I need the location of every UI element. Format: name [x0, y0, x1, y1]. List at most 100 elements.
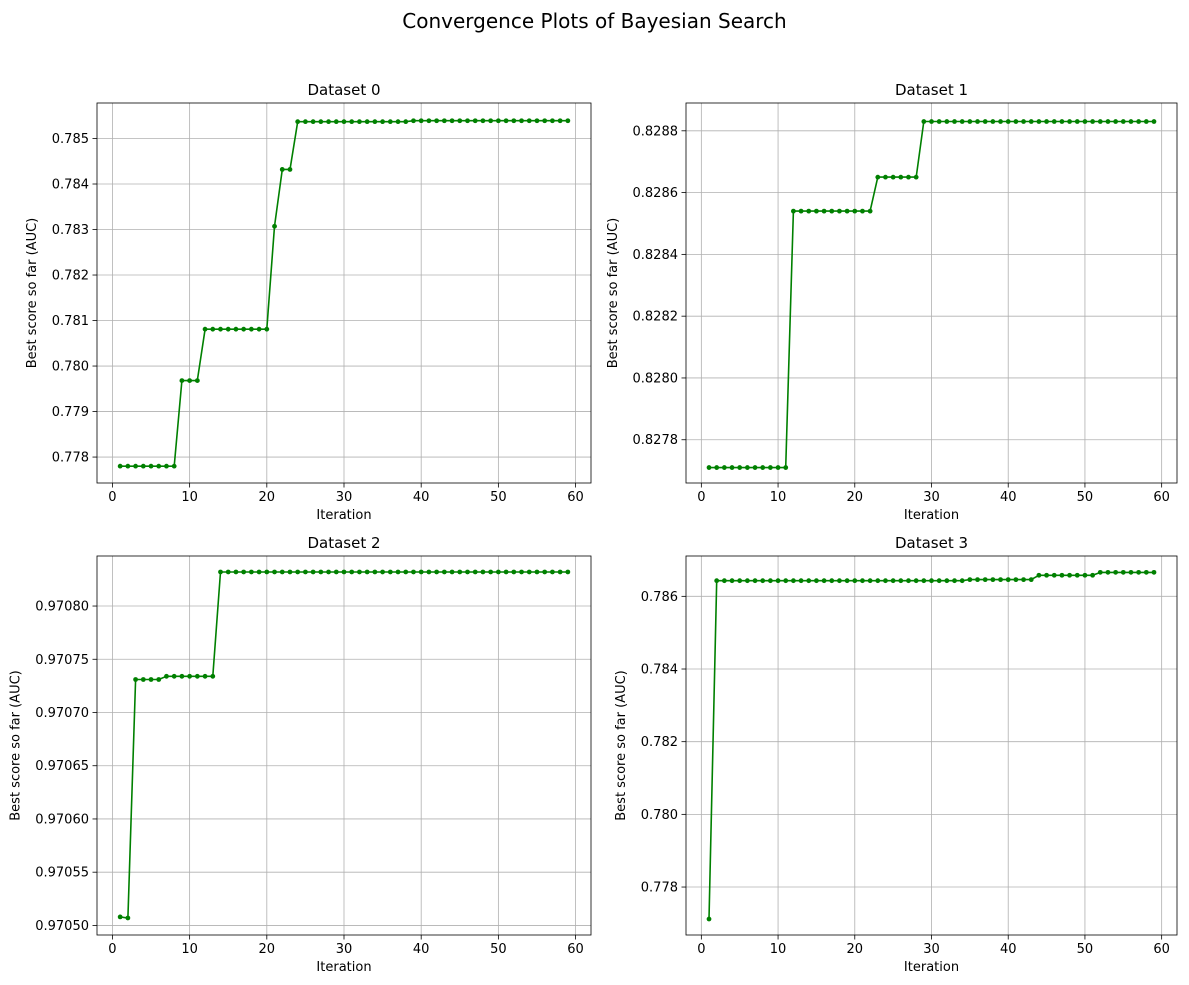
data-point [1113, 119, 1119, 124]
data-point [1143, 569, 1149, 575]
data-point [1036, 119, 1042, 124]
x-tick-label: 60 [567, 942, 584, 957]
chart-panel-2: 0 10 20 30 40 50 60 0.97050 0.97055 0.97060 0.9706… [9, 534, 592, 975]
panel-title: Dataset 2 [307, 534, 380, 552]
data-point [341, 569, 347, 575]
data-point [550, 569, 555, 575]
data-point [156, 463, 162, 469]
data-point [156, 677, 162, 682]
data-point [1059, 572, 1065, 578]
data-point [975, 577, 980, 583]
data-point [1136, 119, 1142, 124]
x-tick-label: 10 [181, 490, 198, 505]
data-point [898, 578, 904, 584]
data-point [480, 569, 486, 575]
data-point [233, 569, 239, 575]
data-point [511, 118, 517, 124]
data-point [844, 208, 850, 214]
data-point [248, 569, 254, 575]
x-tick-label: 30 [923, 490, 940, 505]
y-tick-label: 0.786 [641, 590, 678, 605]
data-point [837, 578, 842, 584]
data-point [495, 569, 501, 575]
x-tick-label: 20 [259, 490, 276, 505]
data-point [798, 578, 804, 584]
data-point [706, 916, 712, 922]
data-point [1097, 119, 1103, 124]
data-point [867, 208, 873, 214]
data-point [287, 167, 293, 172]
data-point [303, 119, 308, 125]
data-point [990, 119, 996, 124]
data-point [837, 208, 842, 214]
data-point [1021, 119, 1026, 124]
data-point [706, 465, 712, 470]
data-point [1151, 569, 1157, 575]
data-point [860, 578, 865, 584]
data-point [1005, 577, 1011, 583]
data-point [488, 569, 494, 575]
y-tick-label: 0.8282 [633, 310, 679, 325]
data-point [752, 465, 758, 470]
data-point [1074, 119, 1080, 124]
data-point [241, 326, 247, 332]
data-point [721, 578, 727, 584]
data-point [333, 119, 339, 125]
y-tick-label: 0.778 [641, 881, 678, 896]
y-tick-label: 0.97060 [35, 812, 89, 827]
data-point [187, 378, 193, 384]
data-point [488, 118, 494, 124]
data-point [256, 326, 262, 332]
data-point [998, 119, 1003, 124]
x-tick-label: 0 [108, 942, 116, 957]
data-point [1044, 572, 1049, 578]
data-point [921, 119, 927, 124]
data-point [403, 119, 409, 125]
data-point [1013, 577, 1019, 583]
data-point [140, 463, 146, 469]
data-point [349, 569, 355, 575]
y-tick-label: 0.779 [52, 405, 89, 420]
data-point [117, 463, 123, 469]
data-point [117, 914, 123, 920]
x-tick-label: 20 [847, 942, 864, 957]
data-point [457, 118, 463, 124]
y-tick-label: 0.780 [52, 360, 89, 375]
y-tick-label: 0.784 [52, 178, 89, 193]
y-tick-label: 0.97080 [35, 600, 89, 615]
data-point [465, 569, 470, 575]
x-tick-label: 30 [336, 942, 353, 957]
data-point [929, 578, 934, 584]
data-point [1028, 119, 1034, 124]
data-point [310, 119, 316, 125]
data-point [218, 326, 223, 332]
y-tick-label: 0.8280 [633, 371, 679, 386]
x-tick-label: 30 [923, 942, 940, 957]
data-point [233, 326, 239, 332]
data-point [372, 569, 378, 575]
data-point [333, 569, 339, 575]
data-point [821, 208, 827, 214]
data-point [1028, 577, 1034, 583]
data-point [326, 569, 331, 575]
data-point [403, 569, 409, 575]
x-axis-label: Iteration [316, 960, 371, 975]
data-point [264, 326, 270, 332]
data-point [148, 677, 154, 682]
x-tick-label: 60 [1153, 490, 1170, 505]
data-point [944, 119, 950, 124]
data-point [1128, 119, 1134, 124]
x-tick-label: 50 [1077, 490, 1094, 505]
x-axis-label: Iteration [904, 960, 959, 975]
y-tick-label: 0.782 [52, 269, 89, 284]
data-point [272, 569, 277, 575]
data-point [867, 578, 873, 584]
data-point [534, 569, 540, 575]
data-point [829, 208, 835, 214]
x-tick-label: 10 [770, 942, 787, 957]
data-point [411, 118, 416, 124]
data-point [760, 465, 766, 470]
data-point [318, 569, 324, 575]
y-tick-label: 0.780 [641, 808, 678, 823]
